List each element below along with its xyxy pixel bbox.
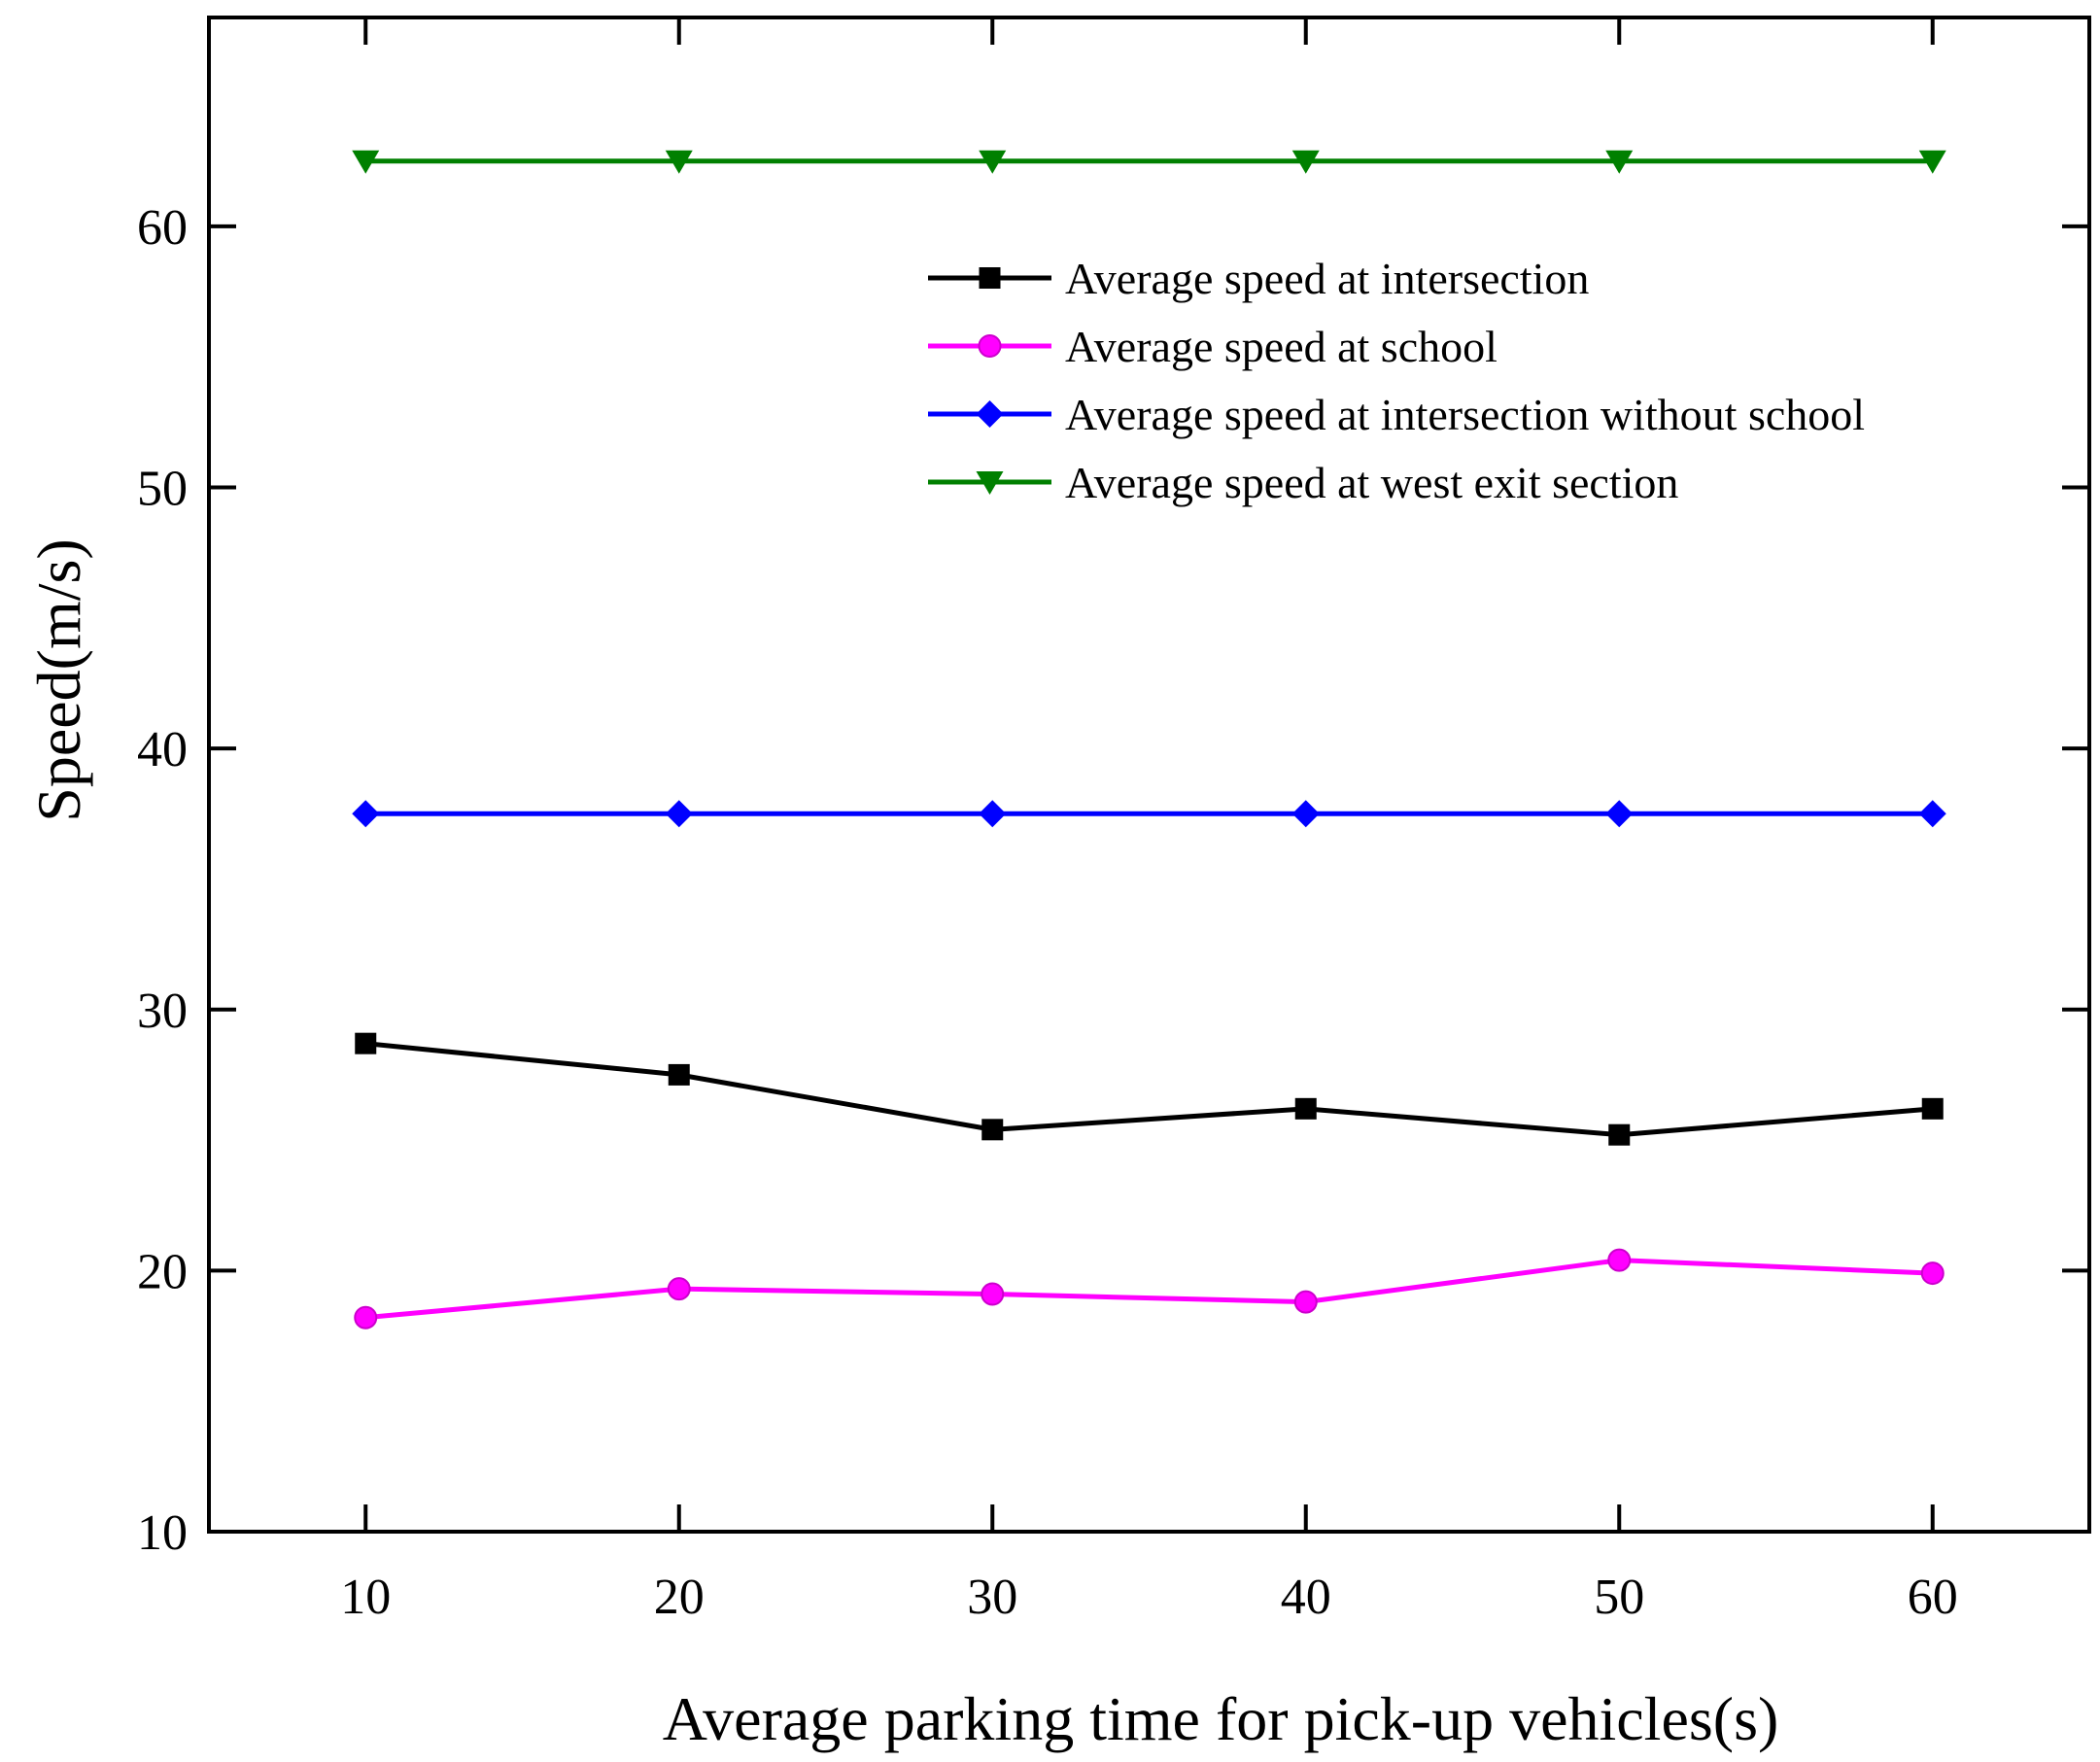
x-tick-label: 60 <box>1908 1570 1958 1625</box>
legend-item: Average speed at school <box>928 322 1498 371</box>
data-point <box>355 1032 377 1054</box>
series-4 <box>352 150 1946 174</box>
x-tick-label: 50 <box>1594 1570 1644 1625</box>
data-point <box>979 150 1007 174</box>
y-tick-label: 10 <box>137 1505 188 1561</box>
data-point <box>1918 800 1946 828</box>
series-2 <box>354 1248 1945 1330</box>
data-point <box>1291 150 1320 174</box>
legend-item: Average speed at intersection <box>928 254 1589 303</box>
legend-swatch-marker <box>976 400 1004 428</box>
data-point <box>1605 800 1634 828</box>
data-point <box>1918 150 1946 174</box>
data-point <box>665 150 693 174</box>
data-point <box>979 800 1007 828</box>
x-tick-label: 40 <box>1281 1570 1331 1625</box>
x-tick-label: 30 <box>967 1570 1017 1625</box>
legend-label: Average speed at intersection <box>1065 254 1589 303</box>
legend-label: Average speed at west exit section <box>1065 458 1678 507</box>
series-layer <box>352 150 1946 1330</box>
x-axis-title: Average parking time for pick-up vehicle… <box>663 1684 1779 1753</box>
data-point <box>981 1282 1005 1306</box>
y-tick-label: 50 <box>137 462 188 517</box>
y-axis-title: Speed(m/s) <box>24 538 93 822</box>
data-point <box>667 1277 691 1301</box>
series-1 <box>355 1032 1944 1146</box>
legend-label: Average speed at school <box>1065 322 1498 371</box>
data-point <box>665 800 693 828</box>
legend-swatch-marker <box>978 334 1002 358</box>
legend-item: Average speed at intersection without sc… <box>928 390 1865 439</box>
legend-label: Average speed at intersection without sc… <box>1065 390 1865 439</box>
series-line <box>365 1041 1933 1138</box>
legend-swatch-marker <box>979 267 1001 289</box>
data-point <box>352 800 380 828</box>
plot-area <box>207 16 2091 1534</box>
data-point <box>1294 1097 1317 1120</box>
legend-item: Average speed at west exit section <box>928 458 1678 507</box>
legend: Average speed at intersection Average spe… <box>928 254 1865 507</box>
data-point <box>1605 150 1634 174</box>
x-axis-ticks: 10 20 30 40 50 60 <box>340 17 1958 1625</box>
data-point <box>1608 1123 1631 1146</box>
x-tick-label: 20 <box>654 1570 705 1625</box>
data-point <box>1921 1097 1944 1120</box>
data-point <box>1920 1261 1945 1286</box>
x-tick-label: 10 <box>340 1570 391 1625</box>
data-point <box>1607 1248 1632 1272</box>
data-point <box>1291 800 1320 828</box>
y-tick-label: 20 <box>137 1244 188 1299</box>
y-tick-label: 30 <box>137 984 188 1039</box>
y-tick-label: 40 <box>137 722 188 777</box>
data-point <box>354 1305 378 1330</box>
series-line <box>365 1258 1933 1321</box>
series-3 <box>352 800 1946 828</box>
data-point <box>668 1063 690 1086</box>
data-point <box>981 1119 1004 1141</box>
legend-swatch-marker <box>976 471 1004 495</box>
data-point <box>352 150 380 174</box>
data-point <box>1293 1290 1318 1314</box>
y-axis-ticks: 10 20 30 40 50 60 <box>137 200 2089 1561</box>
y-tick-label: 60 <box>137 200 188 256</box>
